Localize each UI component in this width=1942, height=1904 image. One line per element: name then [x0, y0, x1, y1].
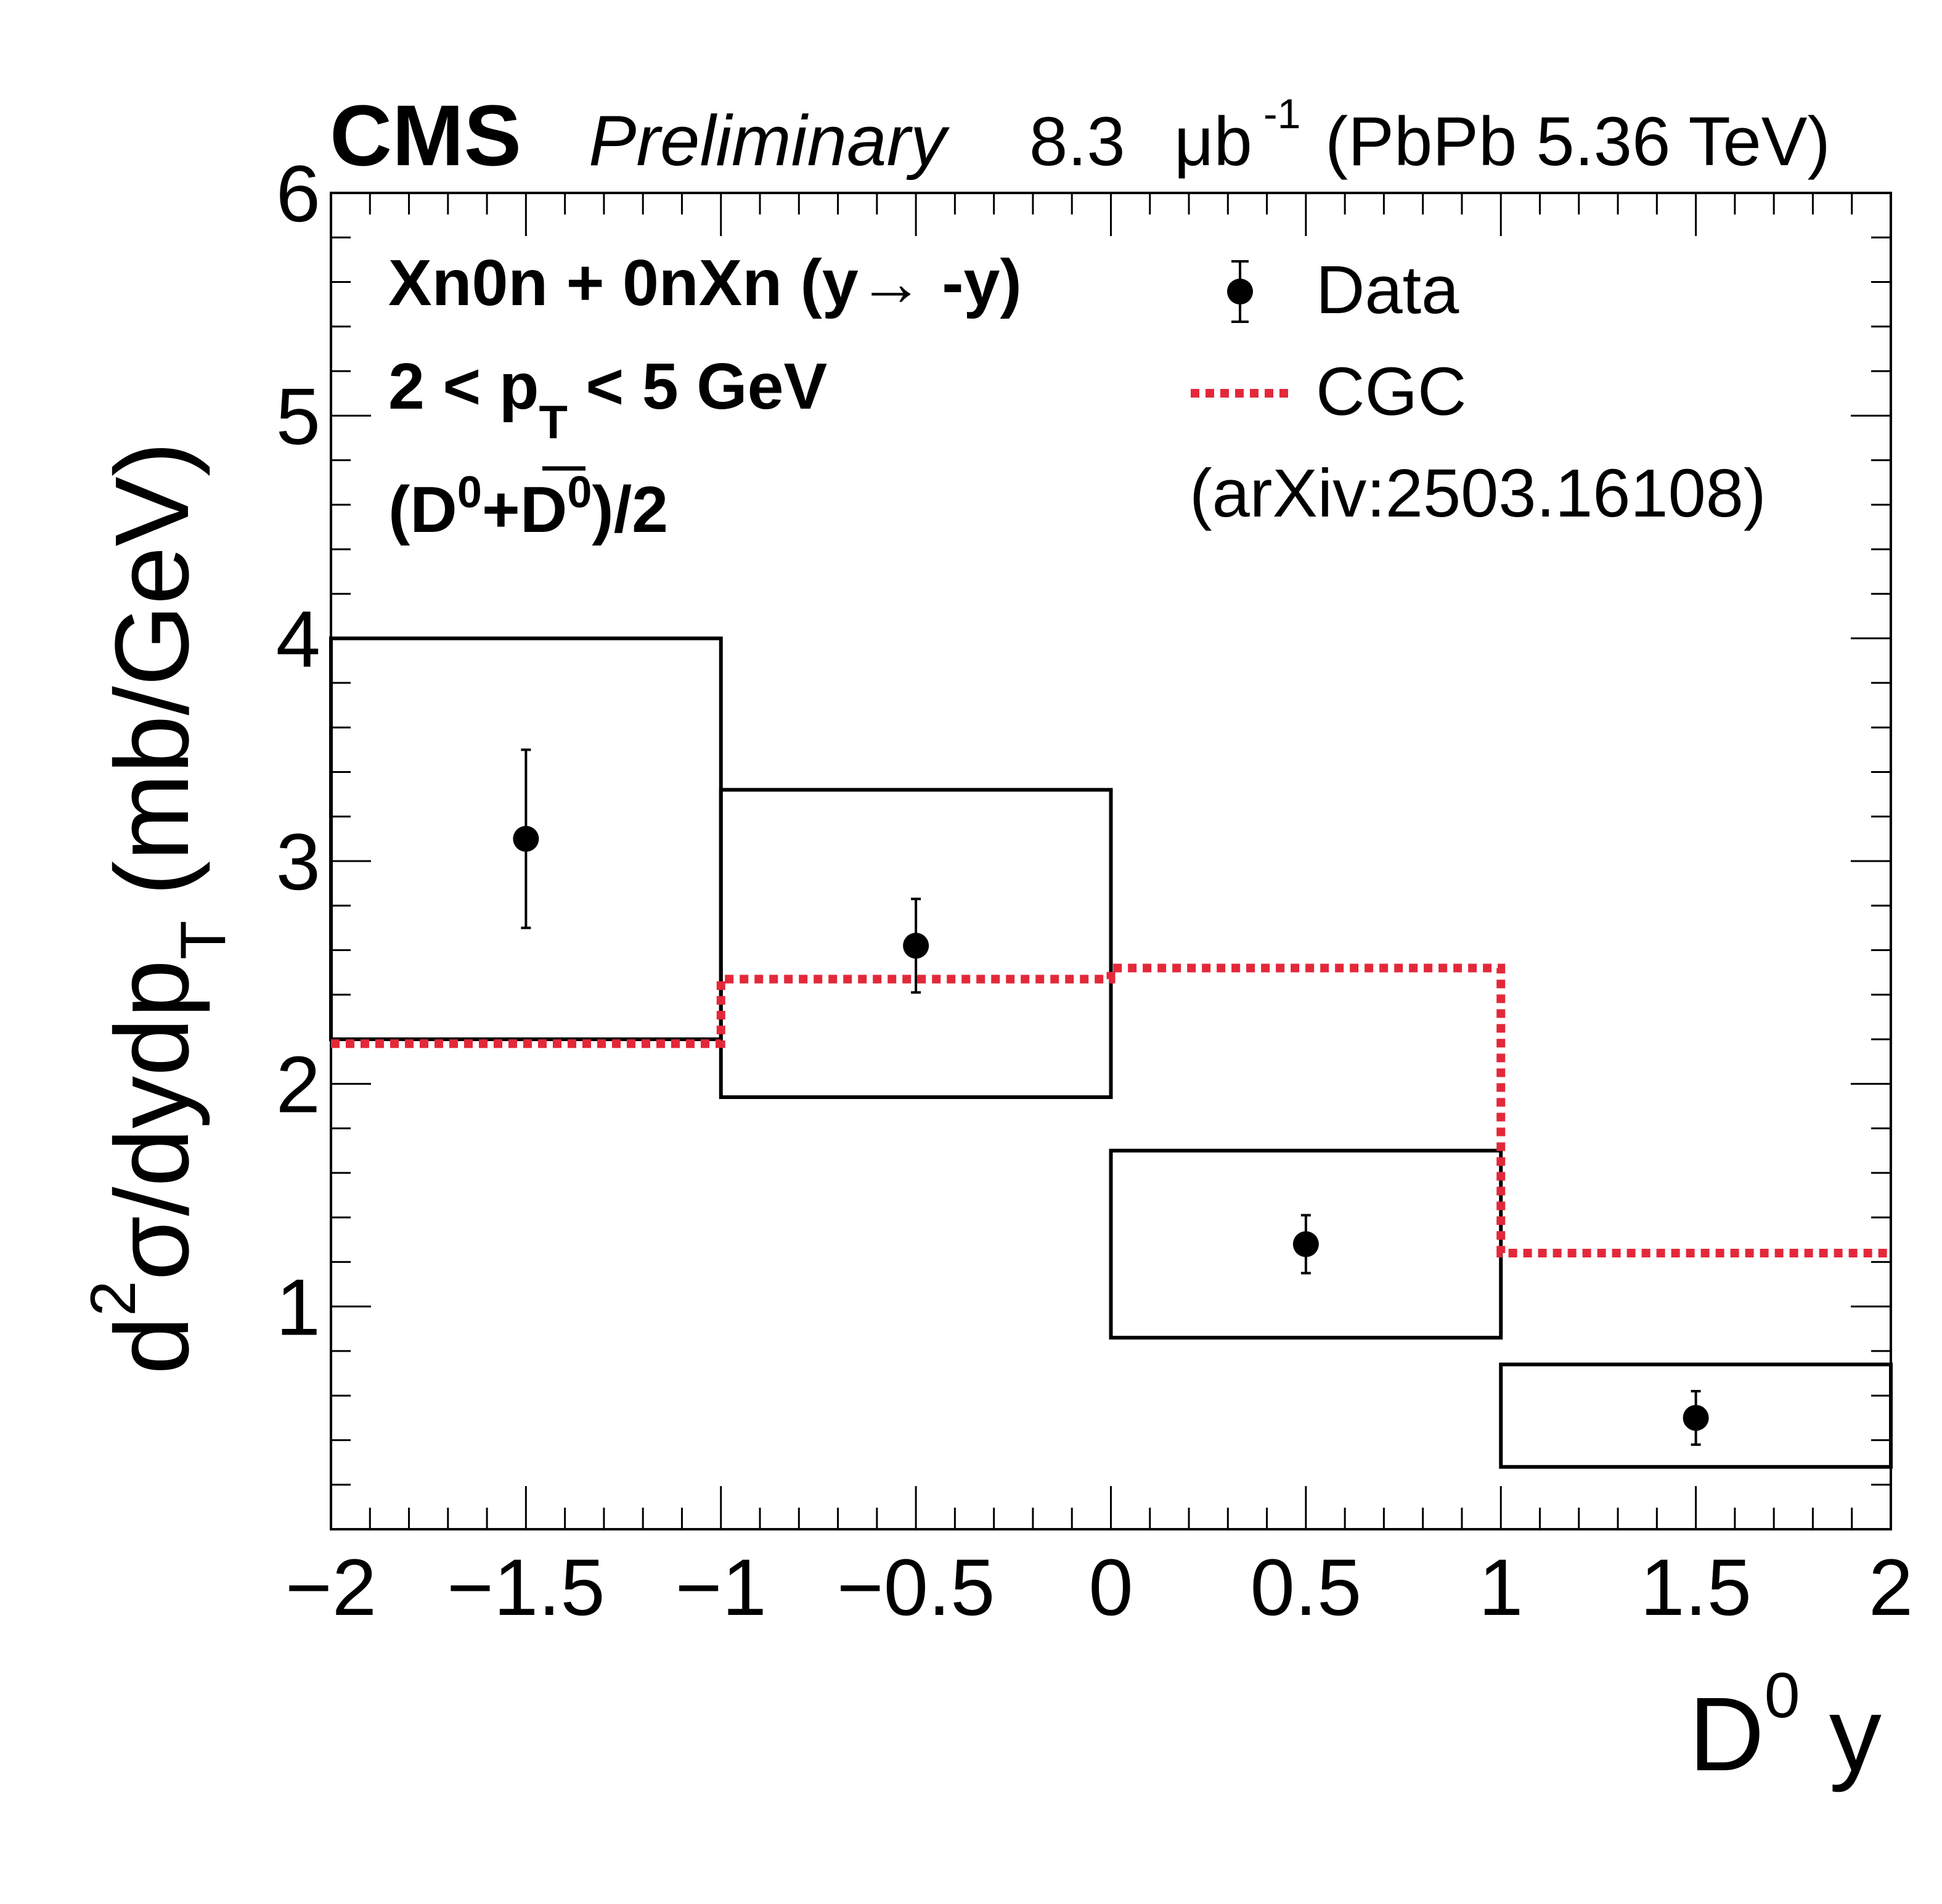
syst-boxes	[329, 636, 1893, 1469]
x-tick-label: 1.5	[1640, 1542, 1752, 1632]
x-tick-label: 1	[1479, 1542, 1523, 1632]
y-tick-label: 5	[276, 371, 320, 461]
trigger-label: Xn0n + 0nXn (y→ -y)	[388, 247, 1022, 319]
syst-box	[1499, 1362, 1893, 1469]
x-axis-title: D0 y	[1689, 1660, 1882, 1793]
collision-system: (PbPb 5.36 TeV)	[1325, 103, 1830, 180]
lumi-unit: μb	[1174, 103, 1252, 180]
y-tick-label: 3	[276, 817, 320, 907]
legend: Data CGC (arXiv:2503.16108)	[1189, 252, 1766, 531]
cgc-model-line	[331, 963, 1891, 1257]
cms-label: CMS	[330, 87, 521, 184]
pt-range-label: 2 < pT < 5 GeV	[388, 350, 827, 449]
preliminary-label: Preliminary	[589, 100, 950, 181]
y-tick-labels: 1 2 3 4 5 6	[276, 149, 320, 1352]
y-tick-label: 1	[276, 1262, 320, 1352]
legend-cgc-label: CGC	[1316, 354, 1466, 430]
lumi-value: 8.3	[1029, 103, 1125, 180]
data-point	[903, 933, 929, 959]
y-tick-label: 2	[276, 1039, 320, 1129]
axis-ticks	[330, 192, 1892, 1530]
lumi-exponent: -1	[1263, 91, 1300, 137]
y-tick-label: 4	[276, 594, 320, 684]
data-points	[513, 748, 1709, 1446]
y-axis-title: d2σ/dydpT(mb/GeV)	[78, 442, 239, 1375]
x-tick-labels: −2 −1.5 −1 −0.5 0 0.5 1 1.5 2	[285, 1542, 1913, 1632]
x-tick-label: 0	[1088, 1542, 1133, 1632]
x-tick-label: −1	[675, 1542, 767, 1632]
x-tick-label: −2	[285, 1542, 377, 1632]
syst-box	[1109, 1148, 1503, 1340]
syst-box	[719, 788, 1113, 1100]
data-point	[1683, 1405, 1709, 1431]
x-tick-label: −1.5	[447, 1542, 605, 1632]
x-tick-label: 0.5	[1250, 1542, 1362, 1632]
x-tick-label: −0.5	[837, 1542, 995, 1632]
x-tick-label: 2	[1869, 1542, 1913, 1632]
y-tick-label: 6	[276, 149, 320, 239]
cgc-step-line	[331, 963, 1891, 1257]
data-point	[1292, 1231, 1319, 1257]
data-point	[513, 825, 539, 852]
particle-label: (D0+D0)/2	[388, 468, 668, 546]
legend-data-label: Data	[1316, 252, 1459, 328]
legend-data-marker	[1227, 279, 1253, 304]
legend-cgc-reference: (arXiv:2503.16108)	[1189, 456, 1766, 531]
